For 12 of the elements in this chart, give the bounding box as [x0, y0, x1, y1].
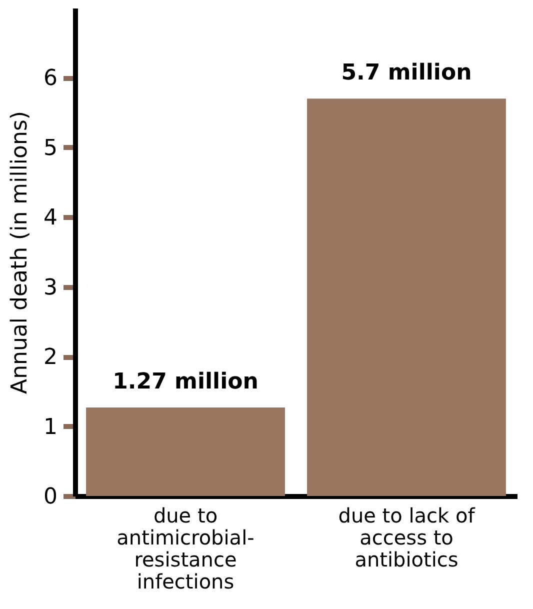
y-tick-label: 5	[44, 136, 58, 161]
y-tick-label: 4	[44, 206, 58, 231]
y-tick-label: 1	[44, 414, 58, 440]
x-tick-label: due to antimicrobial-resistance infections	[116, 504, 254, 594]
data-label: 1.27 million	[112, 369, 258, 394]
y-tick-label: 3	[44, 275, 58, 300]
data-label: 5.7 million	[341, 60, 472, 86]
x-tick-label: due to lack of access to antibiotics	[338, 504, 476, 572]
y-tick-label: 2	[44, 345, 58, 370]
y-tick-label: 6	[44, 66, 58, 92]
y-tick-label: 0	[44, 484, 58, 510]
y-axis-title: Annual death (in millions)	[8, 111, 33, 394]
